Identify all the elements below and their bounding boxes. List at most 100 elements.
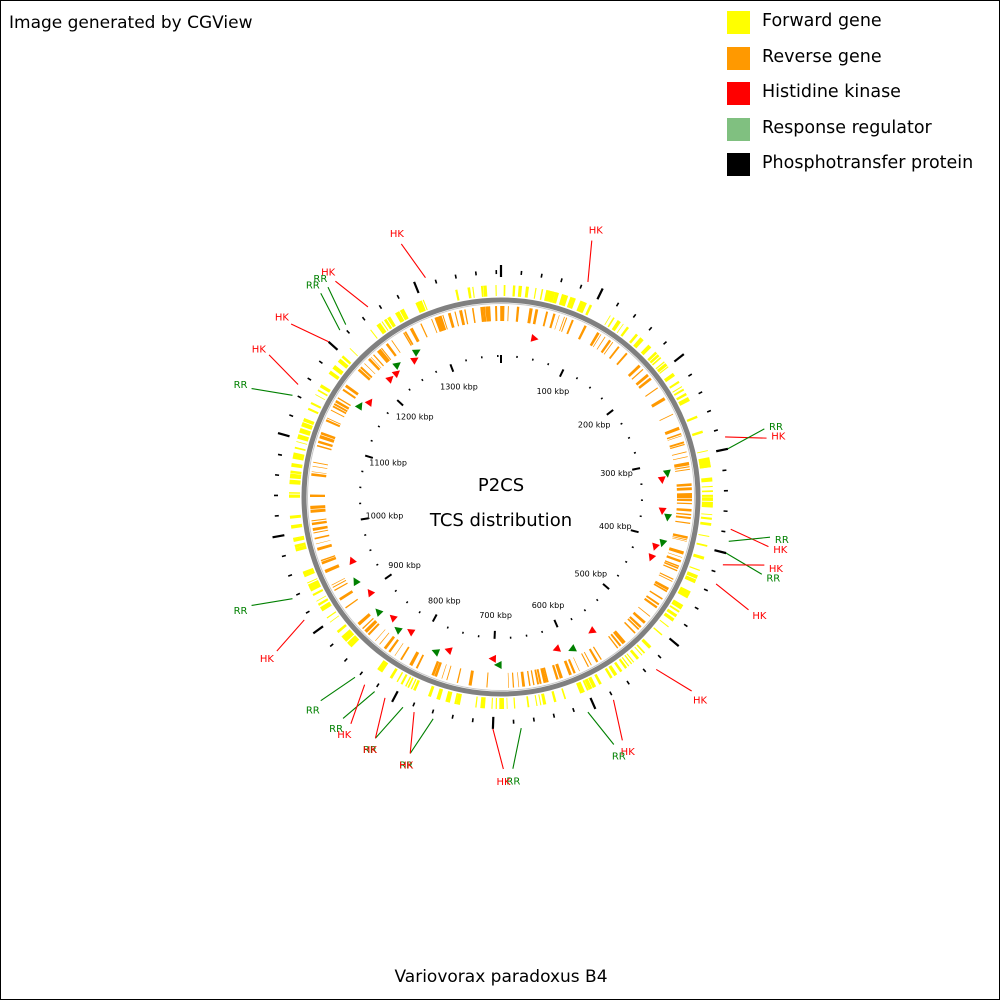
reverse-gene xyxy=(321,556,337,565)
rr-callout-label: RR xyxy=(612,751,626,762)
minor-scale-tick xyxy=(575,376,579,380)
scale-tick-label: 900 kbp xyxy=(388,561,421,570)
reverse-gene xyxy=(589,332,600,347)
reverse-gene xyxy=(676,483,692,487)
reverse-gene xyxy=(608,635,619,649)
forward-gene xyxy=(659,619,669,628)
forward-gene xyxy=(580,302,587,314)
reverse-gene xyxy=(603,341,614,355)
forward-gene xyxy=(495,697,498,709)
hk-callout-line xyxy=(268,354,299,385)
outer-tick xyxy=(632,313,637,318)
hk-callout-label: HK xyxy=(496,777,511,788)
outer-tick xyxy=(615,302,620,307)
forward-gene xyxy=(290,470,302,475)
rr-callout-line xyxy=(512,728,522,769)
major-scale-tick xyxy=(396,399,404,407)
major-scale-tick xyxy=(630,529,639,534)
rr-arrow xyxy=(568,644,577,652)
hk-callout-line xyxy=(276,619,305,652)
forward-gene xyxy=(585,304,593,316)
reverse-gene xyxy=(313,461,329,466)
tcs-callouts: HKHKRRHKRRRRHKHKHKHKRRRRHKRRHKRRHKRRHKRR… xyxy=(234,225,789,788)
reverse-gene xyxy=(310,508,326,513)
reverse-gene xyxy=(676,498,692,502)
reverse-gene xyxy=(385,343,397,357)
outer-tick xyxy=(673,353,685,363)
rr-callout-line xyxy=(725,552,763,575)
reverse-gene xyxy=(337,397,351,407)
hk-callout-line xyxy=(374,697,386,739)
rr-callout-label: RR xyxy=(506,777,520,788)
forward-gene xyxy=(672,386,683,393)
reverse-gene xyxy=(654,580,670,591)
reverse-gene xyxy=(339,590,354,601)
reverse-gene xyxy=(583,651,592,666)
hk-callout-line xyxy=(655,668,692,692)
outer-tick xyxy=(715,447,729,453)
hk-arrow xyxy=(389,614,398,623)
forward-gene-track xyxy=(289,285,713,710)
rr-callout-label: RR xyxy=(234,380,248,391)
reverse-gene xyxy=(667,435,682,441)
reverse-gene xyxy=(543,667,549,683)
forward-gene xyxy=(310,401,322,409)
rr-callout-line xyxy=(320,676,356,702)
forward-gene xyxy=(317,598,329,606)
outer-tick xyxy=(572,707,575,713)
reverse-gene xyxy=(632,611,646,624)
hk-callout-label: HK xyxy=(621,747,636,758)
outer-tick xyxy=(663,341,668,345)
forward-gene xyxy=(307,580,320,589)
forward-gene xyxy=(551,690,557,703)
major-scale-tick xyxy=(364,454,374,459)
hk-callout-label: HK xyxy=(693,696,708,707)
reverse-gene xyxy=(332,405,347,415)
reverse-gene xyxy=(434,661,442,677)
major-scale-tick xyxy=(449,363,455,373)
forward-gene xyxy=(499,697,505,710)
hk-arrow xyxy=(552,644,562,652)
forward-gene xyxy=(480,285,484,297)
minor-scale-tick xyxy=(435,370,438,374)
forward-gene xyxy=(594,673,602,685)
reverse-gene xyxy=(592,334,602,348)
outer-tick xyxy=(318,360,323,365)
reverse-gene xyxy=(464,309,469,325)
outer-tick xyxy=(698,391,703,395)
forward-gene xyxy=(297,434,310,442)
inner-tick-marks xyxy=(359,355,643,639)
forward-gene xyxy=(491,697,493,709)
forward-gene xyxy=(480,697,486,709)
reverse-gene xyxy=(563,660,572,676)
forward-gene xyxy=(663,614,674,622)
outer-tick xyxy=(281,554,287,558)
hk-arrow xyxy=(410,357,419,365)
forward-gene xyxy=(332,365,344,376)
forward-gene xyxy=(684,575,697,583)
minor-scale-tick xyxy=(376,563,379,566)
reverse-gene xyxy=(608,346,620,360)
reverse-gene xyxy=(666,555,682,563)
forward-gene xyxy=(634,646,643,656)
reverse-gene xyxy=(638,606,651,617)
reverse-gene xyxy=(373,354,384,367)
reverse-gene xyxy=(559,316,565,332)
forward-gene xyxy=(292,455,304,461)
scale-tick-label: 600 kbp xyxy=(532,601,565,610)
forward-gene xyxy=(336,624,347,634)
reverse-gene xyxy=(312,525,328,531)
reverse-gene xyxy=(526,670,531,686)
forward-gene xyxy=(663,612,675,622)
forward-gene xyxy=(517,285,523,297)
forward-gene xyxy=(533,287,537,299)
forward-gene xyxy=(699,464,711,469)
reverse-gene xyxy=(310,494,326,497)
scale-tick-label: 200 kbp xyxy=(578,421,611,430)
forward-gene xyxy=(641,638,652,649)
rr-callout-line xyxy=(327,286,347,325)
forward-gene xyxy=(604,315,611,326)
forward-gene xyxy=(666,608,678,618)
reverse-gene xyxy=(344,384,359,396)
minor-scale-tick xyxy=(627,436,631,439)
